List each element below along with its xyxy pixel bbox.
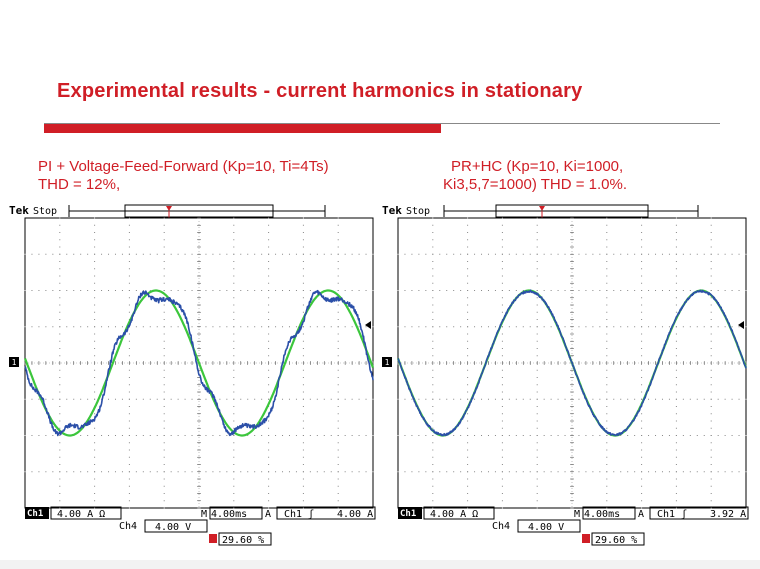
timebase-value: 4.00ms bbox=[584, 509, 620, 520]
ch4-scale: 4.00 V bbox=[155, 522, 191, 533]
ch1-badge bbox=[398, 507, 422, 519]
series-measured-current bbox=[397, 289, 747, 437]
ch4-label: Ch4 bbox=[119, 521, 137, 532]
left-caption-line2: THD = 12%, bbox=[38, 176, 121, 193]
scope-brand: Tek bbox=[9, 204, 29, 217]
ch1-scale: 4.00 A Ω bbox=[430, 509, 478, 520]
right-caption-line2: Ki3,5,7=1000) THD = 1.0%. bbox=[443, 176, 627, 193]
scope-brand: Tek bbox=[382, 204, 402, 217]
timebase-m: M bbox=[574, 509, 580, 520]
left-caption-line1: PI + Voltage-Feed-Forward (Kp=10, Ti=4Ts… bbox=[38, 158, 329, 175]
ground-marker: 1 bbox=[9, 357, 19, 367]
trigger-level-arrow bbox=[738, 321, 744, 329]
scope-left-screen: Tek Stop T 1 Ch1 4.00 A Ω bbox=[9, 204, 376, 546]
ground-marker: 1 bbox=[382, 357, 392, 367]
timebase-value: 4.00ms bbox=[211, 509, 247, 520]
bottom-band bbox=[0, 560, 760, 569]
ch1-badge bbox=[25, 507, 49, 519]
scope-state: Stop bbox=[33, 206, 57, 217]
trigger-level-arrow bbox=[365, 321, 371, 329]
trigger-source: Ch1 bbox=[284, 509, 302, 520]
oscilloscope-left: Tek Stop T 1 Ch1 4.00 A Ω bbox=[5, 202, 378, 550]
trigger-marker-top bbox=[166, 206, 172, 218]
svg-text:1: 1 bbox=[385, 358, 390, 367]
trigger-pos-icon bbox=[582, 534, 590, 543]
ch1-label: Ch1 bbox=[27, 509, 43, 519]
record-bar bbox=[443, 204, 699, 218]
right-caption-line1: PR+HC (Kp=10, Ki=1000, bbox=[451, 158, 624, 175]
series-measured-current bbox=[24, 289, 374, 437]
ch1-scale: 4.00 A Ω bbox=[57, 509, 105, 520]
scope-state: Stop bbox=[406, 206, 430, 217]
trigger-label: A bbox=[265, 509, 271, 520]
slide-title: Experimental results - current harmonics… bbox=[57, 80, 583, 102]
trigger-slope: ʃ bbox=[681, 509, 687, 520]
svg-text:1: 1 bbox=[12, 358, 17, 367]
oscilloscope-right: Tek Stop T 1 Ch1 4.00 A Ω M 4. bbox=[378, 202, 751, 550]
trigger-pos-icon bbox=[209, 534, 217, 543]
trigger-slope: ʃ bbox=[308, 509, 314, 520]
trigger-marker-top bbox=[539, 206, 545, 218]
title-underline bbox=[44, 123, 720, 124]
trigger-position-value: 29.60 % bbox=[595, 535, 637, 546]
waveform-measured bbox=[397, 289, 747, 437]
trigger-label: A bbox=[638, 509, 644, 520]
trigger-source: Ch1 bbox=[657, 509, 675, 520]
ch1-label: Ch1 bbox=[400, 509, 416, 519]
ch4-label: Ch4 bbox=[492, 521, 510, 532]
record-bar bbox=[68, 204, 326, 218]
waveform-measured bbox=[24, 289, 374, 437]
scope-right-screen: Tek Stop T 1 Ch1 4.00 A Ω M 4. bbox=[382, 204, 749, 546]
trigger-level: 4.00 A bbox=[337, 509, 373, 520]
ch4-scale: 4.00 V bbox=[528, 522, 564, 533]
title-accent-bar bbox=[44, 124, 441, 133]
trigger-position-value: 29.60 % bbox=[222, 535, 264, 546]
timebase-m: M bbox=[201, 509, 207, 520]
trigger-level: 3.92 A bbox=[710, 509, 746, 520]
